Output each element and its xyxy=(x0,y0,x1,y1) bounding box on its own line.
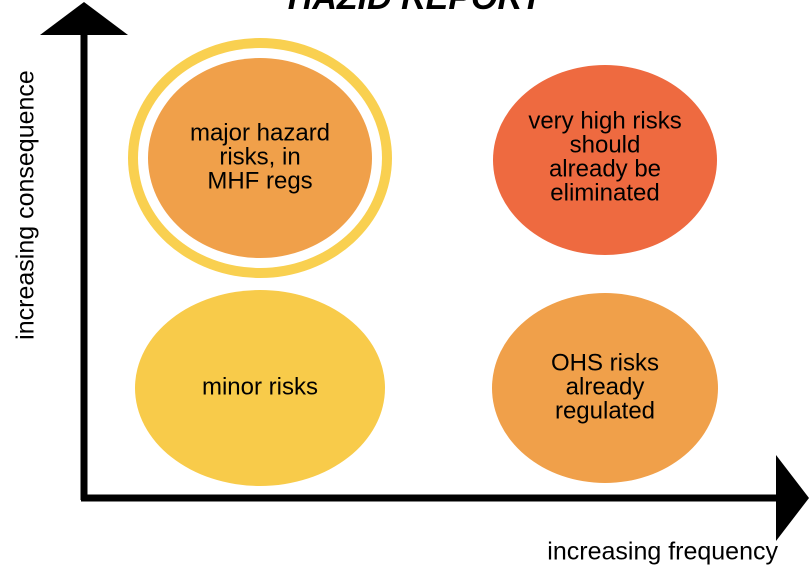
x-arrowhead xyxy=(776,455,809,541)
y-axis-label: increasing consequence xyxy=(12,70,40,340)
quadrant-text: eliminated xyxy=(550,179,659,206)
quadrant-ellipse xyxy=(493,65,717,255)
y-arrowhead xyxy=(40,2,128,35)
quadrant-text: should xyxy=(570,131,641,158)
quadrant-text: already be xyxy=(549,155,661,182)
quadrant-text: regulated xyxy=(555,397,655,424)
quadrant-ellipse xyxy=(135,290,385,486)
quadrant-text: minor risks xyxy=(202,373,318,400)
quadrant-text: MHF regs xyxy=(207,167,312,194)
quadrant-ellipse xyxy=(148,58,372,258)
quadrant-text: OHS risks xyxy=(551,349,659,376)
x-axis-label: increasing frequency xyxy=(547,538,778,566)
quadrant-ellipse xyxy=(492,293,718,483)
quadrant-text: major hazard xyxy=(190,119,330,146)
title: HAZID REPORT xyxy=(288,0,546,17)
quadrant-text: risks, in xyxy=(219,143,300,170)
quadrant-text: very high risks xyxy=(528,107,681,134)
quadrant-text: already xyxy=(566,373,645,400)
